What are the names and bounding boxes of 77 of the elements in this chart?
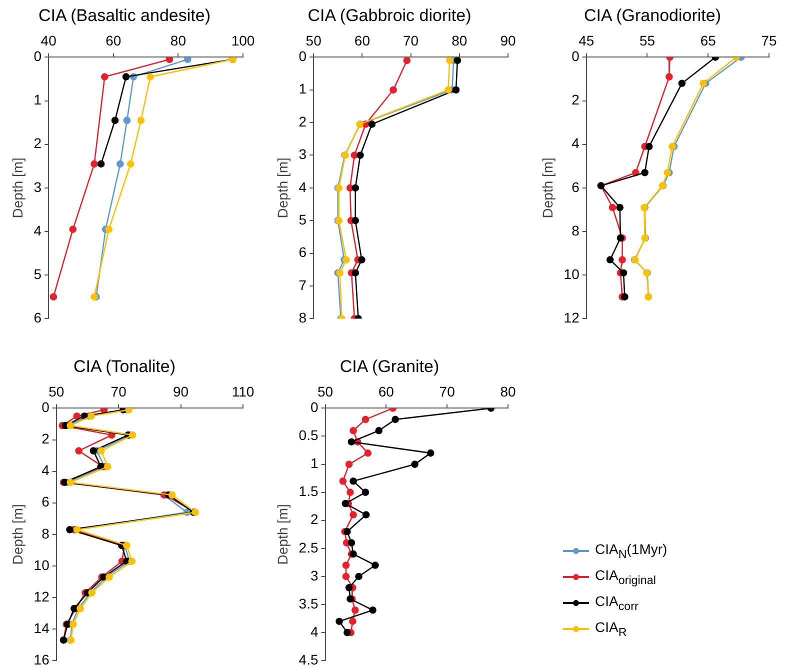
y-tick-label: 3 — [298, 146, 307, 162]
y-tick-label: 0 — [572, 48, 580, 64]
y-tick-label: 3.5 — [298, 595, 318, 612]
x-tick-label: 60 — [106, 32, 122, 49]
y-tick-label: 1.5 — [298, 483, 318, 500]
x-tick-label: 90 — [173, 384, 189, 400]
chart-title: CIA (Basaltic andesite) — [38, 6, 210, 25]
x-tick-label: 70 — [403, 32, 419, 49]
y-tick-label: 0 — [310, 399, 318, 416]
y-tick-label: 16 — [34, 651, 50, 668]
y-axis-title: Depth [m] — [9, 504, 26, 565]
y-tick-label: 2 — [298, 113, 307, 130]
y-tick-label: 12 — [564, 309, 580, 326]
y-tick-label: 2 — [310, 511, 318, 528]
y-tick-label: 4 — [310, 623, 318, 640]
y-tick-label: 0 — [34, 48, 42, 64]
chart-title: CIA (Tonalite) — [73, 356, 176, 376]
x-tick-label: 60 — [354, 32, 370, 49]
x-tick-label: 50 — [317, 384, 334, 400]
y-tick-label: 1 — [34, 92, 42, 108]
y-tick-label: 8 — [298, 309, 307, 326]
y-tick-label: 7 — [298, 276, 307, 293]
x-tick-label: 75 — [761, 32, 777, 49]
chart-title: CIA (Granite) — [340, 356, 440, 376]
y-tick-label: 0.5 — [298, 427, 318, 444]
x-tick-label: 40 — [40, 32, 57, 49]
y-tick-label: 5 — [34, 266, 42, 282]
x-tick-label: 60 — [378, 384, 394, 400]
x-tick-label: 80 — [452, 32, 468, 49]
y-tick-label: 0 — [42, 399, 50, 416]
y-tick-label: 10 — [564, 266, 580, 282]
y-tick-label: 8 — [42, 525, 50, 542]
y-tick-label: 3 — [310, 567, 318, 584]
y-tick-label: 4 — [34, 222, 42, 238]
x-tick-label: 70 — [110, 384, 127, 400]
y-tick-label: 4 — [42, 462, 50, 478]
y-tick-label: 2.5 — [298, 539, 318, 556]
x-tick-label: 70 — [439, 384, 456, 400]
y-tick-label: 6 — [298, 244, 307, 260]
y-tick-label: 4 — [298, 178, 307, 195]
x-tick-label: 50 — [48, 384, 64, 400]
x-tick-label: 45 — [578, 32, 594, 49]
legend-label: CIA$_{N}$(1Myr) — [595, 541, 668, 561]
y-axis-title: Depth [m] — [274, 504, 290, 565]
legend-label: CIA$_{original}$ — [595, 567, 656, 587]
x-tick-label: 100 — [231, 32, 255, 49]
y-axis-title: Depth [m] — [274, 158, 290, 218]
x-tick-label: 55 — [639, 32, 656, 49]
x-tick-label: 65 — [700, 32, 716, 49]
y-tick-label: 1 — [298, 80, 307, 97]
x-tick-label: 50 — [306, 32, 322, 49]
y-tick-label: 1 — [310, 455, 318, 472]
y-tick-label: 14 — [34, 620, 50, 636]
x-tick-label: 90 — [500, 32, 516, 49]
y-tick-label: 2 — [34, 135, 42, 152]
y-tick-label: 10 — [34, 556, 50, 573]
y-tick-label: 12 — [34, 588, 50, 604]
y-axis-title: Depth [m] — [539, 158, 556, 218]
y-tick-label: 5 — [298, 211, 307, 228]
y-axis-title: Depth [m] — [9, 158, 26, 218]
y-tick-label: 2 — [42, 430, 50, 447]
y-tick-label: 6 — [34, 309, 42, 326]
legend-label: CIA$_{R}$ — [595, 619, 627, 639]
y-tick-label: 6 — [572, 178, 580, 195]
x-tick-label: 80 — [170, 32, 186, 49]
x-tick-label: 80 — [500, 384, 516, 400]
chart-title: CIA (Gabbroic diorite) — [308, 6, 472, 25]
x-tick-label: 110 — [232, 384, 254, 400]
y-tick-label: 0 — [298, 48, 307, 64]
legend-label: CIA$_{corr}$ — [595, 593, 638, 613]
y-tick-label: 4.5 — [298, 651, 318, 668]
y-tick-label: 3 — [34, 178, 42, 195]
y-tick-label: 2 — [572, 92, 580, 108]
chart-title: CIA (Granodiorite) — [584, 6, 721, 25]
y-tick-label: 6 — [42, 494, 50, 510]
y-tick-label: 8 — [572, 222, 580, 238]
y-tick-label: 4 — [572, 135, 580, 152]
